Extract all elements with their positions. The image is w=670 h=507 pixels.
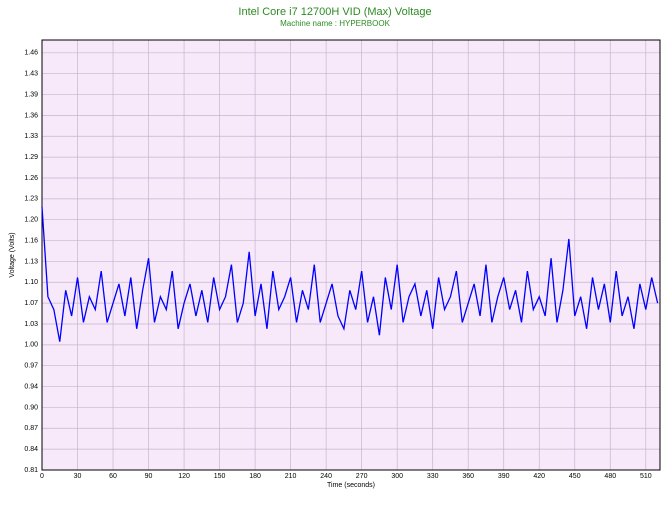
y-tick-label: 0.90 bbox=[24, 404, 38, 411]
x-tick-label: 90 bbox=[145, 473, 153, 480]
x-tick-label: 510 bbox=[640, 473, 652, 480]
x-tick-label: 450 bbox=[569, 473, 581, 480]
y-tick-label: 1.26 bbox=[24, 175, 38, 182]
y-tick-label: 1.46 bbox=[24, 50, 38, 57]
y-tick-label: 1.07 bbox=[24, 300, 38, 307]
x-tick-label: 240 bbox=[320, 473, 332, 480]
y-tick-label: 0.84 bbox=[24, 446, 38, 453]
chart-subtitle: Machine name : HYPERBOOK bbox=[280, 19, 390, 28]
y-tick-label: 1.29 bbox=[24, 154, 38, 161]
y-tick-label: 1.43 bbox=[24, 71, 38, 78]
x-tick-label: 150 bbox=[214, 473, 226, 480]
x-tick-label: 180 bbox=[249, 473, 261, 480]
x-tick-label: 210 bbox=[285, 473, 297, 480]
y-tick-label: 0.87 bbox=[24, 425, 38, 432]
y-tick-label: 1.20 bbox=[24, 217, 38, 224]
x-tick-label: 30 bbox=[74, 473, 82, 480]
x-tick-label: 60 bbox=[109, 473, 117, 480]
y-tick-label: 1.10 bbox=[24, 279, 38, 286]
x-tick-label: 270 bbox=[356, 473, 368, 480]
x-tick-label: 480 bbox=[604, 473, 616, 480]
y-tick-label: 0.94 bbox=[24, 383, 38, 390]
y-tick-label: 1.13 bbox=[24, 258, 38, 265]
data-line bbox=[41, 206, 659, 342]
x-tick-label: 300 bbox=[391, 473, 403, 480]
y-tick-label: 1.03 bbox=[24, 321, 38, 328]
x-tick-label: 330 bbox=[427, 473, 439, 480]
x-axis-label: Time (seconds) bbox=[327, 482, 375, 489]
x-tick-label: 390 bbox=[498, 473, 510, 480]
x-tick-label: 360 bbox=[462, 473, 474, 480]
y-tick-label: 1.00 bbox=[24, 342, 38, 349]
y-tick-label: 1.33 bbox=[24, 133, 38, 140]
y-tick-label: 1.23 bbox=[24, 196, 38, 203]
x-tick-label: 120 bbox=[178, 473, 190, 480]
y-tick-label: 0.81 bbox=[24, 467, 38, 474]
y-tick-label: 1.16 bbox=[24, 237, 38, 244]
chart-title: Intel Core i7 12700H VID (Max) Voltage bbox=[238, 6, 431, 18]
y-tick-label: 0.97 bbox=[24, 363, 38, 370]
y-tick-label: 1.36 bbox=[24, 112, 38, 119]
x-tick-label: 420 bbox=[533, 473, 545, 480]
y-tick-label: 1.39 bbox=[24, 91, 38, 98]
x-tick-label: 0 bbox=[40, 473, 44, 480]
plot-area bbox=[42, 40, 660, 470]
plot-border bbox=[41, 39, 661, 471]
y-axis-label: Voltage (Volts) bbox=[9, 232, 16, 277]
